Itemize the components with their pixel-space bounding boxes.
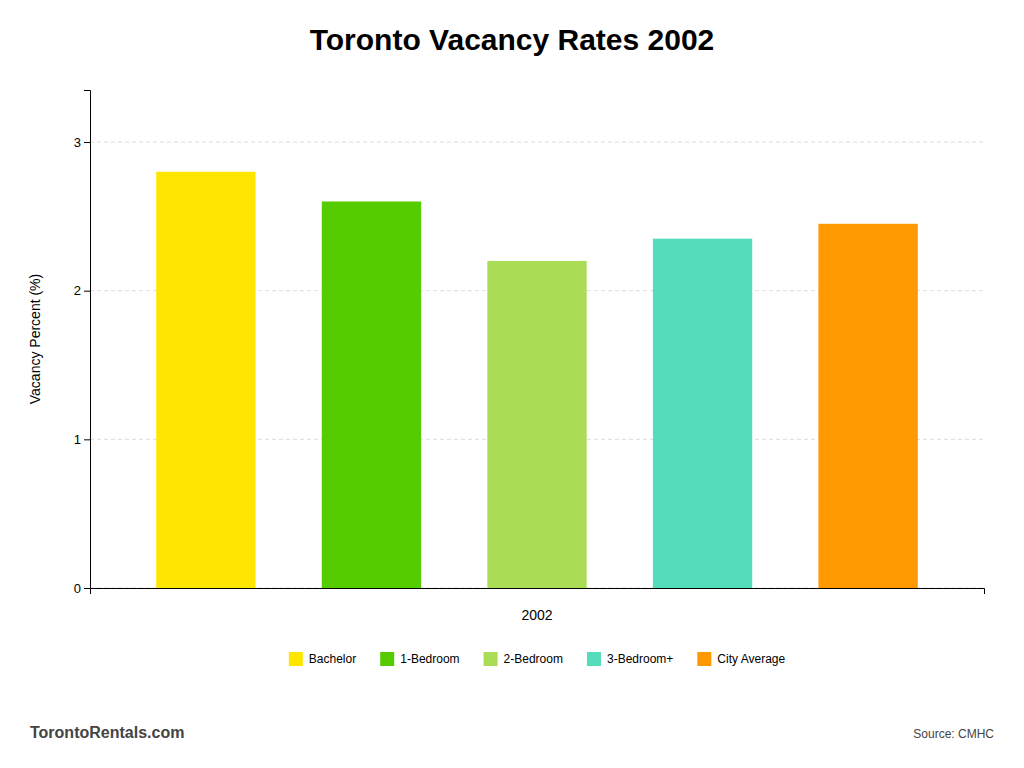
bar [322, 201, 421, 588]
x-axis [91, 589, 985, 595]
bar [487, 261, 586, 588]
legend-item: City Average [697, 652, 785, 666]
legend-item: 3-Bedroom+ [587, 652, 673, 666]
y-tick-mark [84, 291, 90, 292]
bar [653, 239, 752, 588]
title: Toronto Vacancy Rates 2002 [310, 23, 715, 56]
legend-label: 2-Bedroom [504, 652, 563, 666]
y-tick: 0 [74, 581, 90, 596]
bar [156, 172, 255, 588]
grid-line [90, 142, 984, 143]
annotation: Source: CMHC [913, 727, 994, 741]
bar [818, 224, 917, 588]
x-axis-line [91, 589, 985, 595]
legend-label: 3-Bedroom+ [607, 652, 673, 666]
y-tick-label: 0 [74, 581, 81, 596]
legend-swatch [587, 652, 601, 666]
y-tick-label: 3 [74, 135, 81, 150]
y-tick: 1 [74, 432, 90, 447]
y-tick-mark [84, 142, 90, 143]
chart: Toronto Vacancy Rates 2002 0 1 2 3 Vacancy Pe… [0, 0, 1024, 768]
plot: 0 1 2 3 [74, 91, 985, 596]
legend-label: City Average [717, 652, 785, 666]
y-tick-label: 1 [74, 432, 81, 447]
bars [156, 172, 918, 588]
y-tick-mark [84, 439, 90, 440]
y-axis-line [84, 91, 91, 589]
legend-item: 2-Bedroom [484, 652, 563, 666]
y-axis: 0 1 2 3 [74, 91, 91, 596]
y-tick-label: 2 [74, 283, 81, 298]
y-tick-mark [84, 588, 90, 589]
legend-item: 1-Bedroom [380, 652, 459, 666]
legend-swatch [484, 652, 498, 666]
legend: Bachelor 1-Bedroom 2-Bedroom 3-Bedroom+ City… [289, 652, 786, 666]
annotation: TorontoRentals.com [30, 724, 184, 741]
y-tick: 3 [74, 135, 90, 150]
legend-swatch [697, 652, 711, 666]
legend-item: Bachelor [289, 652, 356, 666]
y-tick: 2 [74, 283, 90, 298]
grid [90, 142, 984, 588]
legend-swatch [380, 652, 394, 666]
legend-label: Bachelor [309, 652, 356, 666]
legend-label: 1-Bedroom [400, 652, 459, 666]
x-axis-title: 2002 [521, 607, 552, 623]
legend-swatch [289, 652, 303, 666]
y-axis-title: Vacancy Percent (%) [27, 274, 43, 404]
